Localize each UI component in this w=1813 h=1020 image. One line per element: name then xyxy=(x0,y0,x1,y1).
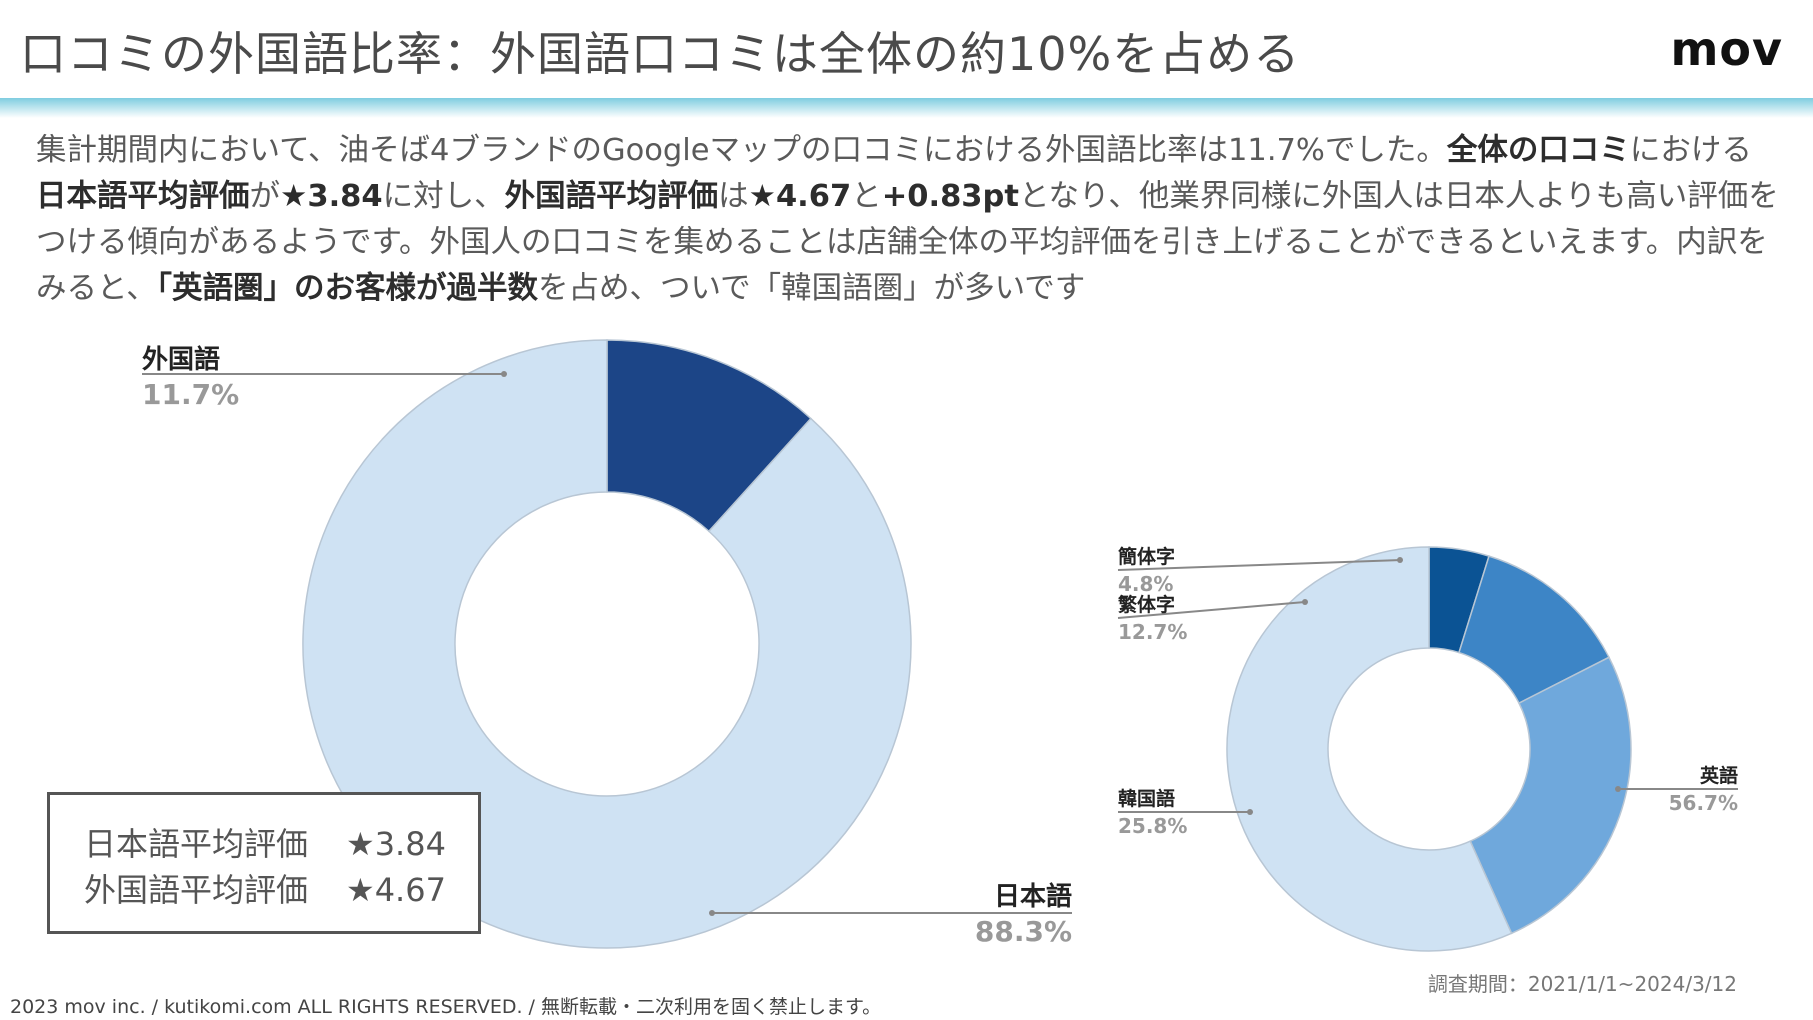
copyright-footer: 2023 mov inc. / kutikomi.com ALL RIGHTS … xyxy=(10,996,882,1018)
desc-bold-7: 「英語圏」のお客様が過半数 xyxy=(156,271,539,306)
desc-bold-6: +0.83pt xyxy=(881,179,1019,214)
desc-text-2: における xyxy=(1629,133,1752,168)
legend-foreign-value: ★4.67 xyxy=(346,871,446,909)
donut2-label-0: 簡体字 xyxy=(1118,545,1175,568)
donut1-slice-0 xyxy=(606,339,812,533)
donut1-leader-dot-1 xyxy=(709,910,715,916)
survey-period: 調査期間：2021/1/1~2024/3/12 xyxy=(1427,972,1737,996)
mov-logo[interactable]: mov xyxy=(1670,22,1783,76)
donut2-leader-line-0 xyxy=(1117,559,1401,571)
legend-foreign-label: 外国語平均評価 xyxy=(84,871,309,909)
desc-text-3: が xyxy=(249,179,281,214)
donut2-leader-line-1 xyxy=(1117,601,1306,619)
desc-bold-1: 全体の口コミ xyxy=(1446,133,1630,168)
donut2-value-3: 56.7% xyxy=(1669,791,1738,815)
donut2-leader-dot-0 xyxy=(1397,557,1403,563)
desc-text-1: 集計期間内において、油そば4ブランドのGoogleマップの口コミにおける外国語比… xyxy=(36,133,1447,168)
donut2-leader-dot-2 xyxy=(1247,809,1253,815)
legend-row-japanese: 日本語平均評価 ★3.84 xyxy=(84,819,446,865)
donut2-value-0: 4.8% xyxy=(1118,572,1173,596)
desc-bold-2: 日本語平均評価 xyxy=(36,179,250,214)
legend-row-foreign: 外国語平均評価 ★4.67 xyxy=(84,865,446,911)
rating-legend-box: 日本語平均評価 ★3.84 外国語平均評価 ★4.67 xyxy=(47,792,481,934)
donut2-slice-2 xyxy=(1469,656,1632,935)
desc-bold-3: ★3.84 xyxy=(280,179,383,214)
donut2-leader-dot-1 xyxy=(1302,599,1308,605)
desc-text-8: を占め、ついで「韓国語圏」が多いです xyxy=(538,271,1086,306)
desc-text-7: となり、他業界同様に外国人は日本人よりも高い評価をつける傾向があるようです。外国… xyxy=(36,179,1779,306)
donut2-label-2: 韓国語 xyxy=(1118,787,1175,810)
donut2-label-3: 英語 xyxy=(1700,764,1738,787)
legend-japanese-value: ★3.84 xyxy=(346,825,446,863)
header-gradient-band xyxy=(0,98,1813,118)
page-title: 口コミの外国語比率：外国語口コミは全体の約10%を占める xyxy=(20,27,1301,81)
desc-text-6: と xyxy=(851,179,882,214)
desc-text-4: に対し、 xyxy=(382,179,505,214)
legend-japanese-label: 日本語平均評価 xyxy=(84,825,309,863)
donut1-label-1: 日本語 xyxy=(994,881,1072,912)
donut2-slice-3 xyxy=(1226,546,1513,952)
desc-bold-5: ★4.67 xyxy=(748,179,852,214)
header: 口コミの外国語比率：外国語口コミは全体の約10%を占める mov xyxy=(0,0,1813,98)
donut2-leader-dot-3 xyxy=(1615,786,1621,792)
donut1-label-0: 外国語 xyxy=(142,344,220,375)
desc-bold-4: 外国語平均評価 xyxy=(504,179,719,214)
donut1-value-1: 88.3% xyxy=(975,915,1072,948)
desc-text-5: は xyxy=(718,179,749,214)
donut2-label-1: 繁体字 xyxy=(1118,593,1175,616)
donut2-value-2: 25.8% xyxy=(1118,814,1187,838)
donut1-value-0: 11.7% xyxy=(142,378,239,411)
description-text: 集計期間内において、油そば4ブランドのGoogleマップの口コミにおける外国語比… xyxy=(36,128,1781,312)
donut1-leader-dot-0 xyxy=(501,371,507,377)
donut2-value-1: 12.7% xyxy=(1118,620,1187,644)
